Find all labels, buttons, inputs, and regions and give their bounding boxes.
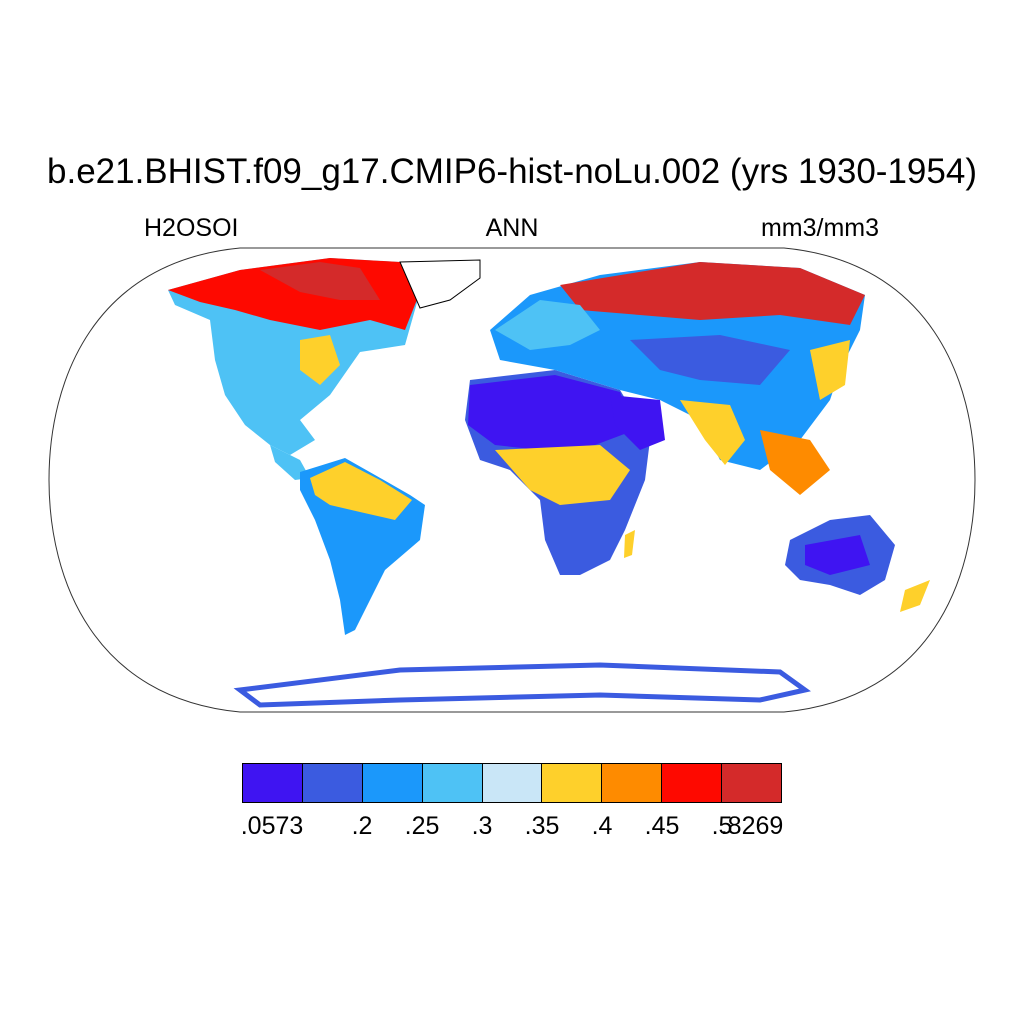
colorbar-box-2 <box>362 764 423 802</box>
colorbar-box-5 <box>542 764 603 802</box>
madagascar <box>624 530 635 558</box>
africa-central <box>495 445 630 505</box>
plot-title: b.e21.BHIST.f09_g17.CMIP6-hist-noLu.002 … <box>47 152 977 191</box>
south-america-amazon <box>310 462 412 520</box>
colorbar-tick-label: .35 <box>524 812 560 840</box>
colorbar-tick-label: .25 <box>404 812 440 840</box>
central-america <box>270 445 310 480</box>
colorbar <box>242 763 782 803</box>
colorbar-box-1 <box>302 764 363 802</box>
central-asia-arid <box>630 335 790 385</box>
colorbar-tick-label: .4 <box>591 812 613 840</box>
colorbar-box-8 <box>722 764 782 802</box>
units-label: mm3/mm3 <box>760 214 879 242</box>
new-zealand <box>900 580 930 612</box>
colorbar-box-3 <box>422 764 483 802</box>
greenland <box>399 259 481 309</box>
sahara-desert <box>468 375 635 450</box>
east-asia-coast <box>810 340 850 400</box>
north-america-east <box>300 335 340 385</box>
colorbar-box-6 <box>602 764 663 802</box>
arabia-arid <box>610 395 665 450</box>
europe-region <box>495 300 600 350</box>
australia-interior <box>805 535 870 575</box>
colorbar-tick-label: .0573 <box>240 812 304 840</box>
colorbar-tick-label: .2 <box>351 812 373 840</box>
variable-label: H2OSOI <box>144 214 239 242</box>
colorbar-tick-label: .5 <box>711 812 733 840</box>
colorbar-tick-label: .45 <box>644 812 680 840</box>
season-label: ANN <box>485 214 539 242</box>
colorbar-box-0 <box>243 764 303 802</box>
colorbar-tick-label: .3 <box>471 812 493 840</box>
north-america-arctic <box>260 262 380 300</box>
colorbar-box-7 <box>662 764 723 802</box>
colorbar-box-4 <box>482 764 543 802</box>
antarctica-coast <box>233 662 811 708</box>
siberia-boreal <box>560 262 865 325</box>
southeast-asia <box>760 430 830 495</box>
colorbar-tick-label: .8269 <box>720 812 784 840</box>
south-asia <box>680 400 745 465</box>
